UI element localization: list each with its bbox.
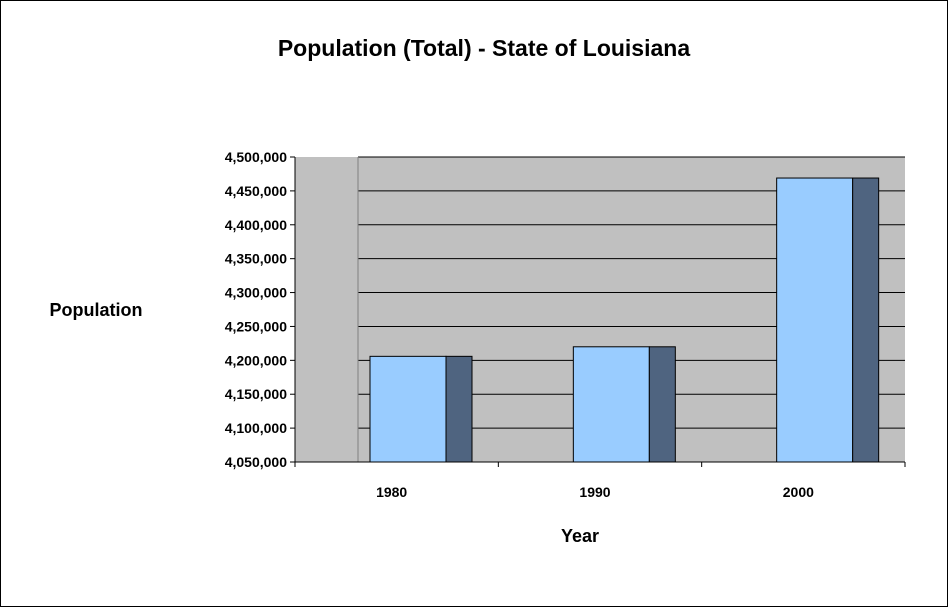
- y-tick-label: 4,050,000: [225, 454, 287, 470]
- bar-side: [852, 177, 880, 463]
- bar-side: [445, 355, 473, 463]
- y-tick-label: 4,150,000: [225, 386, 287, 402]
- bar-front: [369, 355, 447, 463]
- y-tick-label: 4,200,000: [225, 352, 287, 368]
- y-tick-label: 4,300,000: [225, 285, 287, 301]
- y-tick-label: 4,100,000: [225, 420, 287, 436]
- x-axis-ticks: 1980 1990 2000: [294, 462, 906, 500]
- y-axis-ticks: 4,500,000 4,450,000 4,400,000 4,350,000 4,30…: [225, 149, 295, 470]
- y-axis-title: Population: [50, 300, 143, 320]
- x-tick-label: 1990: [579, 484, 610, 500]
- chart-title: Population (Total) - State of Louisiana: [278, 35, 690, 61]
- bar-front: [776, 177, 854, 463]
- y-tick-label: 4,450,000: [225, 183, 287, 199]
- y-tick-label: 4,500,000: [225, 149, 287, 165]
- x-tick-label: 2000: [783, 484, 814, 500]
- y-tick-label: 4,400,000: [225, 217, 287, 233]
- y-tick-label: 4,350,000: [225, 251, 287, 267]
- plot-area: [294, 156, 905, 463]
- bar-front: [572, 346, 650, 463]
- bar-side: [648, 346, 676, 463]
- x-axis-title: Year: [561, 526, 599, 546]
- y-tick-label: 4,250,000: [225, 318, 287, 334]
- x-tick-label: 1980: [376, 484, 407, 500]
